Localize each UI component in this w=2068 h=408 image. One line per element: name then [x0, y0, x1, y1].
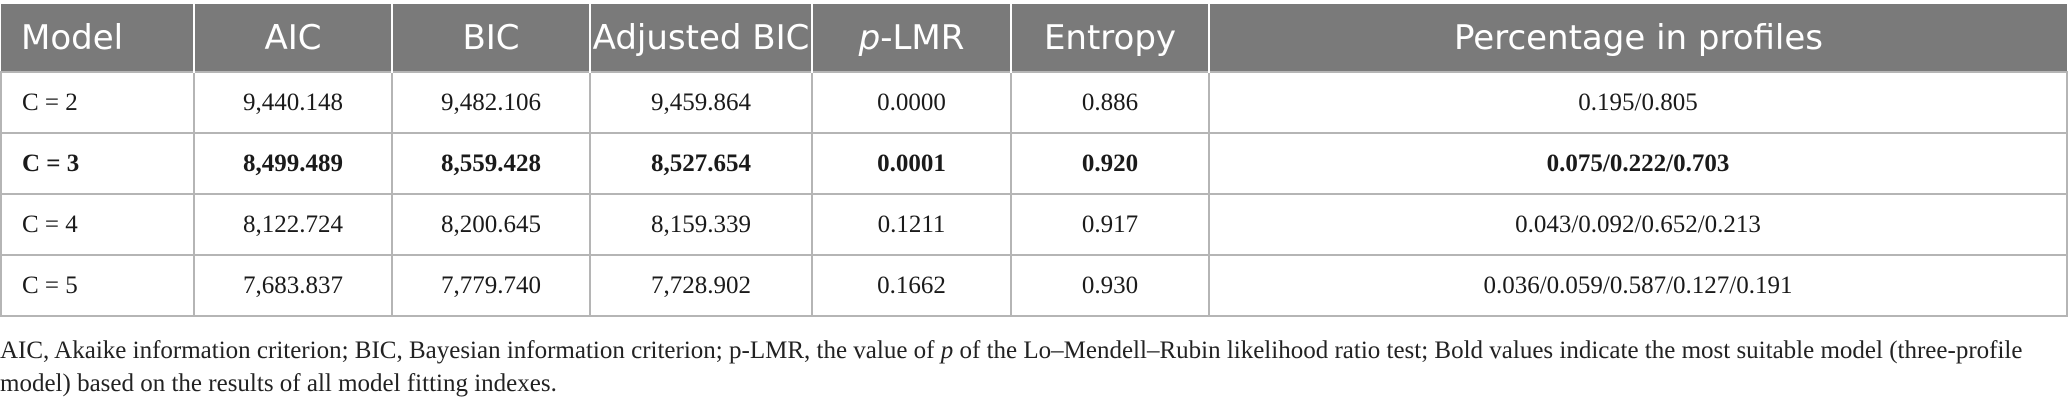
table-row: C = 5 7,683.837 7,779.740 7,728.902 0.1662 0.…	[0, 254, 2068, 317]
header-entropy: Entropy	[1010, 4, 1209, 72]
header-aic: AIC	[193, 4, 392, 72]
cell-aic: 8,499.489	[193, 132, 393, 195]
cell-percentage-in-profiles: 0.195/0.805	[1208, 71, 2068, 134]
cell-bic: 8,200.645	[391, 193, 591, 256]
cell-model: C = 2	[0, 71, 195, 134]
cell-percentage-in-profiles: 0.036/0.059/0.587/0.127/0.191	[1208, 254, 2068, 317]
table-row: C = 3 8,499.489 8,559.428 8,527.654 0.0001 0.…	[0, 132, 2068, 195]
header-adjusted-bic: Adjusted BIC	[589, 4, 812, 72]
model-fit-table: Model AIC BIC Adjusted BIC p-LMR Entropy Perce…	[0, 4, 2068, 317]
cell-percentage-in-profiles: 0.043/0.092/0.652/0.213	[1208, 193, 2068, 256]
footnote-italic-p: p	[940, 337, 954, 364]
table-header: Model AIC BIC Adjusted BIC p-LMR Entropy Perce…	[1, 4, 2067, 72]
cell-bic: 9,482.106	[391, 71, 591, 134]
table-container: Model AIC BIC Adjusted BIC p-LMR Entropy Perce…	[0, 4, 2068, 317]
table-row: C = 2 9,440.148 9,482.106 9,459.864 0.0000 0.…	[0, 71, 2068, 134]
cell-adjusted-bic: 7,728.902	[589, 254, 813, 317]
cell-model: C = 4	[0, 193, 195, 256]
cell-p-lmr: 0.1211	[811, 193, 1012, 256]
cell-entropy: 0.930	[1010, 254, 1210, 317]
cell-p-lmr: 0.1662	[811, 254, 1012, 317]
cell-p-lmr: 0.0001	[811, 132, 1012, 195]
table-body: C = 2 9,440.148 9,482.106 9,459.864 0.0000 0.…	[0, 71, 2068, 317]
cell-entropy: 0.917	[1010, 193, 1210, 256]
header-p-lmr: p-LMR	[811, 4, 1011, 72]
cell-entropy: 0.886	[1010, 71, 1210, 134]
cell-adjusted-bic: 8,527.654	[589, 132, 813, 195]
cell-percentage-in-profiles: 0.075/0.222/0.703	[1208, 132, 2068, 195]
footnote-text-part2: of the Lo–Mendell–Rubin likelihood ratio…	[0, 337, 2023, 397]
header-bic: BIC	[391, 4, 590, 72]
cell-adjusted-bic: 8,159.339	[589, 193, 813, 256]
header-model: Model	[1, 4, 194, 72]
table-footnote: AIC, Akaike information criterion; BIC, …	[0, 334, 2060, 400]
table-row: C = 4 8,122.724 8,200.645 8,159.339 0.1211 0.…	[0, 193, 2068, 256]
cell-model: C = 5	[0, 254, 195, 317]
cell-entropy: 0.920	[1010, 132, 1210, 195]
cell-aic: 8,122.724	[193, 193, 393, 256]
cell-aic: 7,683.837	[193, 254, 393, 317]
cell-p-lmr: 0.0000	[811, 71, 1012, 134]
footnote-text-part1: AIC, Akaike information criterion; BIC, …	[0, 337, 941, 364]
cell-bic: 8,559.428	[391, 132, 591, 195]
cell-aic: 9,440.148	[193, 71, 393, 134]
cell-model: C = 3	[0, 132, 195, 195]
cell-bic: 7,779.740	[391, 254, 591, 317]
cell-adjusted-bic: 9,459.864	[589, 71, 813, 134]
header-row: Model AIC BIC Adjusted BIC p-LMR Entropy Perce…	[1, 4, 2067, 72]
header-percentage-in-profiles: Percentage in profiles	[1208, 4, 2067, 72]
